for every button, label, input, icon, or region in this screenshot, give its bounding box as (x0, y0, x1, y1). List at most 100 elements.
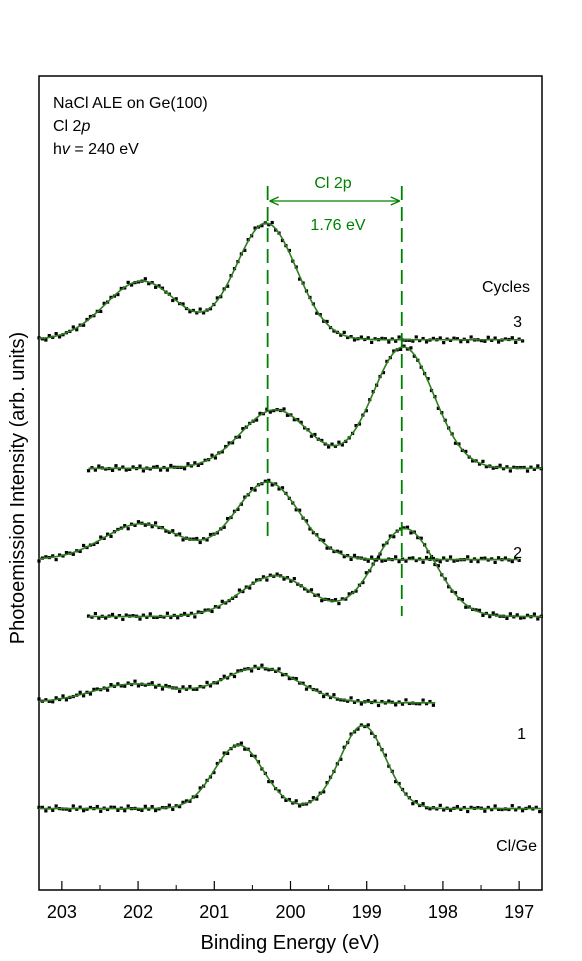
data-point (493, 804, 497, 808)
data-point (388, 534, 392, 538)
data-point (95, 540, 99, 545)
data-point (514, 808, 518, 812)
data-point (476, 805, 480, 810)
data-point (308, 527, 312, 531)
data-point (411, 339, 415, 343)
data-point (385, 359, 389, 363)
data-point (86, 469, 91, 473)
data-point (75, 328, 79, 332)
data-point (196, 463, 200, 468)
data-point (285, 413, 290, 417)
data-point (407, 556, 411, 560)
data-point (131, 614, 135, 618)
data-point (124, 468, 128, 472)
data-point (503, 556, 508, 560)
data-point (152, 615, 156, 619)
data-point (270, 780, 274, 784)
data-point (383, 558, 387, 562)
data-point (380, 336, 384, 340)
data-point (304, 519, 309, 523)
data-point (333, 598, 338, 602)
data-point (205, 538, 209, 542)
data-point (534, 805, 538, 809)
x-tick-label: 200 (275, 902, 305, 922)
data-point (254, 418, 259, 422)
data-point (71, 804, 75, 808)
data-point (501, 467, 506, 471)
data-point (250, 486, 254, 491)
data-point (496, 340, 501, 344)
data-point (277, 667, 281, 671)
data-point (282, 577, 286, 581)
data-point (436, 564, 440, 568)
data-point (453, 591, 458, 595)
spectrum-2 (86, 525, 543, 621)
data-point (105, 807, 110, 812)
data-point (364, 571, 368, 575)
data-point (210, 609, 214, 614)
data-point (376, 555, 381, 559)
data-point (193, 615, 197, 619)
series-label-2: 2 (513, 545, 522, 562)
data-point (236, 507, 240, 512)
data-point (136, 684, 141, 688)
data-point (178, 689, 182, 693)
data-point (253, 754, 257, 758)
data-point (484, 465, 488, 469)
data-point (361, 580, 365, 585)
data-point (160, 687, 165, 691)
data-point (237, 435, 242, 439)
data-point (150, 804, 154, 809)
data-point (466, 555, 470, 559)
data-point (448, 555, 453, 559)
series-label-clge: Cl/Ge (496, 838, 537, 855)
data-point (81, 543, 86, 548)
data-point (57, 553, 62, 557)
data-point (354, 423, 358, 428)
data-point (171, 807, 175, 812)
data-point (394, 339, 398, 343)
data-point (298, 277, 302, 281)
data-point (86, 614, 91, 618)
data-point (340, 443, 344, 447)
data-point (496, 556, 501, 560)
data-point (226, 676, 230, 680)
data-point (383, 337, 387, 341)
data-point (54, 331, 58, 336)
data-point (483, 339, 487, 343)
data-point (294, 799, 298, 803)
data-point (241, 427, 245, 431)
data-point (126, 527, 130, 531)
data-point (213, 456, 218, 460)
data-point (81, 694, 86, 698)
data-point (155, 615, 159, 620)
data-point (359, 702, 363, 706)
data-point (109, 805, 113, 809)
data-point (275, 572, 279, 576)
data-point (51, 554, 55, 558)
data-point (181, 302, 185, 306)
data-point (71, 552, 75, 556)
data-point (325, 319, 329, 324)
data-point (536, 464, 540, 468)
data-point (438, 560, 442, 564)
data-point (373, 699, 377, 703)
data-point (433, 562, 437, 567)
data-point (349, 732, 353, 736)
arrow-head-left (269, 196, 279, 206)
data-point (222, 525, 226, 529)
data-point (198, 786, 202, 790)
data-point (302, 587, 307, 591)
data-point (421, 560, 425, 564)
data-point (510, 804, 514, 808)
data-point (154, 285, 158, 289)
data-point (109, 682, 113, 687)
data-point (438, 803, 442, 807)
data-point (150, 525, 154, 529)
data-point (464, 449, 468, 454)
data-point (431, 556, 435, 561)
data-point (479, 556, 484, 561)
data-point (117, 614, 122, 618)
data-point (431, 336, 435, 341)
data-point (263, 667, 267, 671)
